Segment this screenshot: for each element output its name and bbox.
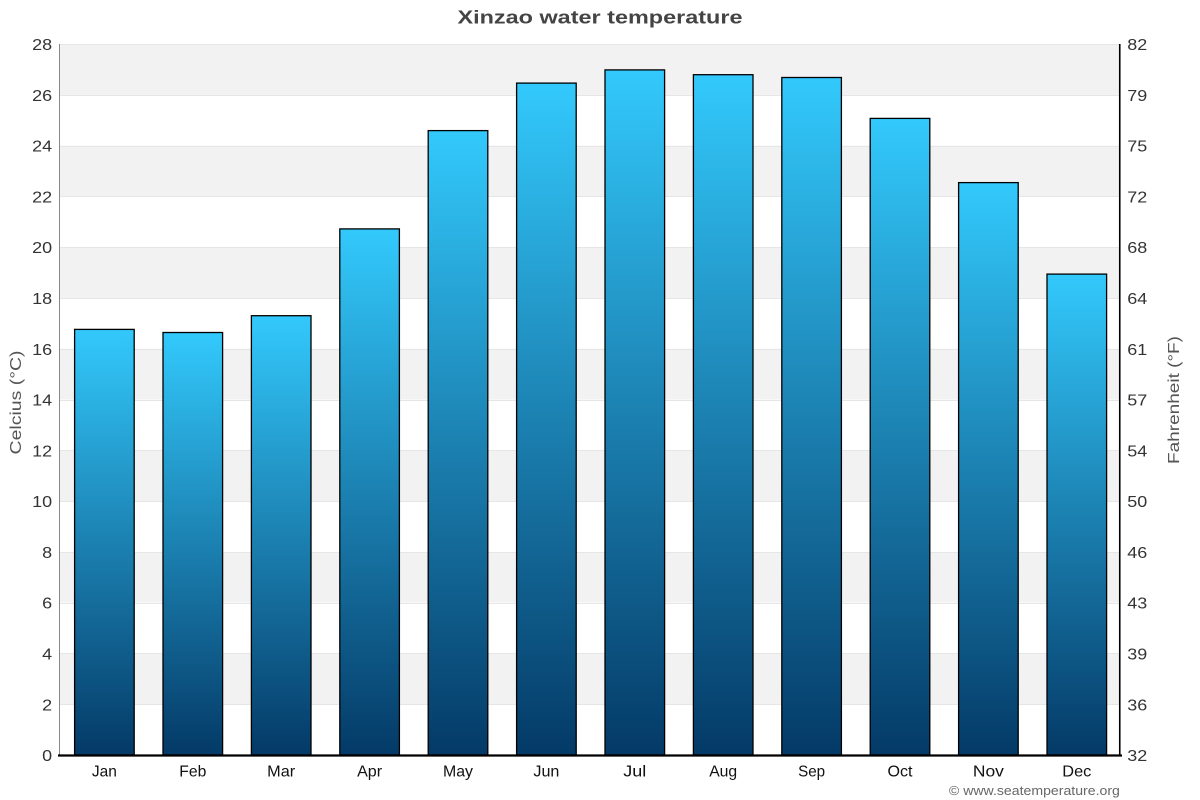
svg-text:46: 46 <box>1127 545 1147 562</box>
svg-text:61: 61 <box>1127 342 1147 359</box>
svg-text:50: 50 <box>1127 494 1147 511</box>
svg-text:0: 0 <box>42 748 52 765</box>
svg-text:© www.seatemperature.org: © www.seatemperature.org <box>949 784 1120 798</box>
svg-text:22: 22 <box>32 190 52 207</box>
svg-text:54: 54 <box>1127 443 1147 460</box>
svg-text:36: 36 <box>1127 697 1147 714</box>
svg-text:Aug: Aug <box>709 764 737 781</box>
svg-text:Jan: Jan <box>92 764 117 781</box>
svg-text:16: 16 <box>32 342 52 359</box>
svg-text:57: 57 <box>1127 393 1147 410</box>
svg-text:6: 6 <box>42 596 52 613</box>
svg-text:68: 68 <box>1127 240 1147 257</box>
svg-text:4: 4 <box>42 647 52 664</box>
svg-text:Oct: Oct <box>888 764 914 781</box>
svg-text:Nov: Nov <box>973 764 1004 781</box>
svg-text:Mar: Mar <box>267 764 296 781</box>
svg-text:Jul: Jul <box>623 764 646 781</box>
svg-text:82: 82 <box>1127 37 1147 54</box>
svg-text:14: 14 <box>32 393 52 410</box>
svg-text:26: 26 <box>32 88 52 105</box>
svg-text:2: 2 <box>42 697 52 714</box>
svg-text:Dec: Dec <box>1062 764 1091 781</box>
svg-text:32: 32 <box>1127 748 1147 765</box>
svg-text:18: 18 <box>32 291 52 308</box>
svg-text:79: 79 <box>1127 88 1147 105</box>
svg-text:10: 10 <box>32 494 52 511</box>
svg-text:Xinzao water temperature: Xinzao water temperature <box>458 7 743 27</box>
svg-text:12: 12 <box>32 443 52 460</box>
svg-text:28: 28 <box>32 37 52 54</box>
svg-text:43: 43 <box>1127 596 1147 613</box>
svg-text:75: 75 <box>1127 139 1147 156</box>
svg-text:20: 20 <box>32 240 52 257</box>
svg-text:Sep: Sep <box>798 764 825 781</box>
svg-text:8: 8 <box>42 545 52 562</box>
svg-text:72: 72 <box>1127 190 1147 207</box>
svg-text:Jun: Jun <box>533 764 559 781</box>
svg-text:May: May <box>443 764 473 781</box>
svg-text:Apr: Apr <box>357 764 383 781</box>
svg-text:Celcius (°C): Celcius (°C) <box>8 351 25 455</box>
svg-text:24: 24 <box>32 139 52 156</box>
svg-text:Feb: Feb <box>179 764 206 781</box>
svg-text:Fahrenheit (°F): Fahrenheit (°F) <box>1166 336 1183 464</box>
svg-text:64: 64 <box>1127 291 1147 308</box>
svg-text:39: 39 <box>1127 647 1147 664</box>
